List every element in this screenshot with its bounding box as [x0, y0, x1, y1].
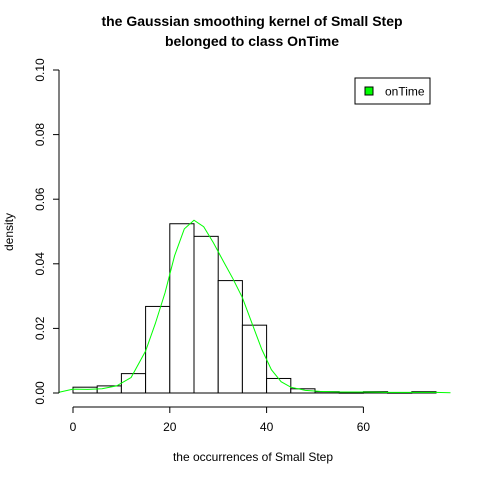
histogram-bar — [145, 305, 171, 394]
x-tick-label: 40 — [260, 420, 274, 434]
y-tick-label: 0.10 — [33, 58, 47, 82]
chart-title-line-2: belonged to class OnTime — [165, 33, 339, 49]
x-tick-label: 60 — [357, 420, 371, 434]
histogram-bar — [241, 324, 268, 394]
y-tick-label: 0.08 — [33, 123, 47, 147]
legend-swatch-ontime — [364, 86, 374, 96]
y-tick-label: 0.04 — [33, 252, 47, 276]
plot-area: 0 20 40 60 0.00 0.02 0.04 0.06 0.08 0.10 — [33, 58, 451, 434]
y-tick-label: 0.06 — [33, 187, 47, 211]
y-tick-label: 0.00 — [33, 381, 47, 405]
legend-label-ontime: onTime — [385, 85, 425, 99]
legend: onTime — [354, 77, 431, 105]
x-axis-label: the occurrences of Small Step — [173, 450, 333, 464]
x-tick-label: 20 — [163, 420, 177, 434]
histogram-bar — [169, 223, 195, 394]
histogram-bar — [72, 386, 98, 394]
histogram-bar — [266, 377, 292, 394]
histogram-bar — [217, 280, 243, 394]
chart-title-line-1: the Gaussian smoothing kernel of Small S… — [101, 13, 402, 29]
y-tick-label: 0.02 — [33, 316, 47, 340]
histogram-bar — [120, 373, 147, 394]
density-line-ontime — [58, 219, 451, 394]
histogram-bar — [338, 392, 364, 394]
y-axis-label: density — [2, 213, 16, 251]
histogram-bar — [193, 235, 219, 394]
x-tick-label: 0 — [70, 420, 77, 434]
